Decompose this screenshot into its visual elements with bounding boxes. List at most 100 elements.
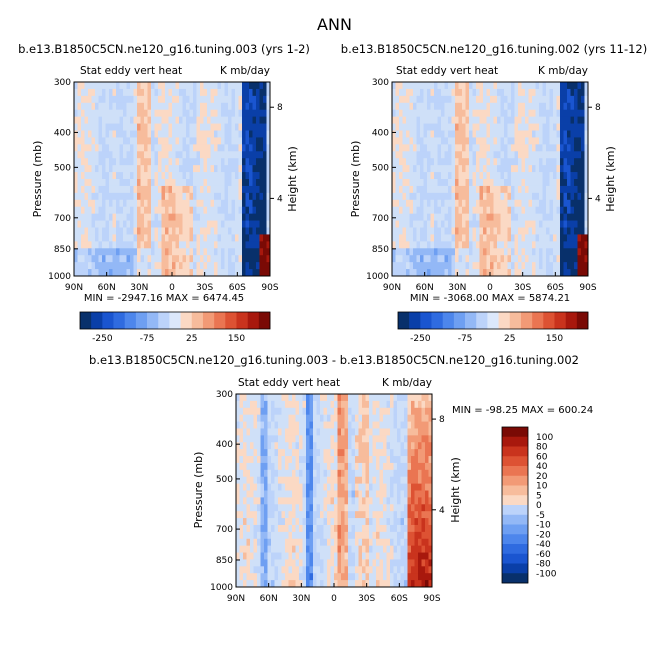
heatmap-cell — [437, 151, 442, 159]
heatmap-cell — [584, 151, 589, 159]
heatmap-cell — [404, 573, 408, 581]
heatmap-cell — [116, 123, 120, 131]
heatmap-cell — [252, 269, 257, 277]
panel-3-ylabel: Pressure (mb) — [192, 452, 205, 529]
heatmap-cell — [292, 552, 296, 560]
heatmap-cell — [109, 151, 113, 159]
heatmap-cell — [383, 559, 387, 567]
heatmap-cell — [217, 123, 222, 131]
heatmap-cell — [236, 449, 240, 457]
heatmap-cell — [309, 435, 314, 443]
heatmap-cell — [231, 172, 236, 180]
heatmap-cell — [112, 255, 117, 263]
heatmap-cell — [144, 241, 148, 249]
heatmap-cell — [154, 151, 159, 159]
heatmap-cell — [497, 151, 501, 159]
heatmap-cell — [549, 109, 554, 118]
heatmap-cell — [504, 95, 508, 104]
heatmap-cell — [278, 538, 282, 547]
heatmap-cell — [402, 95, 407, 104]
heatmap-cell — [416, 220, 421, 228]
heatmap-cell — [98, 130, 103, 138]
heatmap-cell — [504, 130, 508, 138]
heatmap-cell — [168, 151, 173, 159]
heatmap-cell — [406, 82, 410, 90]
heatmap-cell — [581, 137, 585, 145]
heatmap-cell — [320, 421, 324, 429]
heatmap-cell — [455, 158, 459, 166]
heatmap-cell — [400, 394, 405, 402]
heatmap-cell — [542, 151, 547, 159]
heatmap-cell — [246, 566, 251, 574]
heatmap-cell — [383, 469, 387, 478]
heatmap-cell — [556, 102, 561, 111]
heatmap-cell — [560, 199, 564, 208]
heatmap-cell — [400, 573, 405, 581]
heatmap-cell — [465, 241, 470, 249]
heatmap-cell — [577, 241, 582, 249]
heatmap-cell — [236, 462, 240, 471]
heatmap-cell — [379, 400, 384, 409]
heatmap-cell — [535, 137, 540, 145]
heatmap-cell — [483, 116, 487, 124]
heatmap-cell — [386, 442, 391, 450]
heatmap-cell — [214, 227, 218, 235]
heatmap-cell — [154, 185, 159, 194]
heatmap-cell — [144, 137, 148, 145]
heatmap-cell — [210, 185, 215, 194]
heatmap-cell — [95, 255, 99, 263]
heatmap-cell — [383, 504, 387, 512]
heatmap-cell — [243, 566, 247, 574]
heatmap-cell — [203, 172, 208, 180]
heatmap-cell — [250, 511, 254, 519]
heatmap-cell — [400, 476, 405, 484]
heatmap-cell — [239, 449, 244, 457]
heatmap-cell — [154, 102, 159, 111]
heatmap-cell — [327, 504, 331, 512]
heatmap-cell — [462, 137, 466, 145]
heatmap-cell — [147, 179, 152, 187]
heatmap-cell — [140, 137, 145, 145]
colorbar-swatch — [258, 312, 271, 329]
heatmap-cell — [400, 483, 405, 491]
heatmap-cell — [386, 476, 391, 484]
heatmap-cell — [323, 421, 328, 429]
heatmap-cell — [140, 95, 145, 104]
heatmap-cell — [411, 483, 415, 491]
heatmap-cell — [200, 199, 204, 208]
heatmap-cell — [165, 151, 169, 159]
heatmap-cell — [217, 206, 222, 215]
heatmap-cell — [238, 179, 243, 187]
heatmap-cell — [210, 262, 215, 270]
heatmap-cell — [490, 165, 494, 173]
heatmap-cell — [95, 158, 99, 166]
heatmap-cell — [256, 158, 260, 166]
heatmap-cell — [581, 172, 585, 180]
heatmap-cell — [316, 407, 321, 416]
heatmap-cell — [406, 234, 410, 242]
heatmap-cell — [267, 456, 272, 464]
heatmap-cell — [81, 144, 85, 152]
heatmap-cell — [546, 95, 550, 104]
heatmap-cell — [137, 151, 141, 159]
heatmap-cell — [250, 435, 254, 443]
heatmap-cell — [116, 165, 120, 173]
heatmap-cell — [490, 206, 494, 215]
heatmap-cell — [448, 172, 452, 180]
heatmap-cell — [74, 248, 78, 256]
heatmap-cell — [490, 234, 494, 242]
heatmap-cell — [425, 456, 429, 464]
heatmap-cell — [379, 414, 384, 422]
heatmap-cell — [476, 158, 480, 166]
heatmap-cell — [407, 449, 412, 457]
heatmap-cell — [372, 518, 377, 526]
heatmap-cell — [245, 234, 250, 242]
heatmap-cell — [243, 511, 247, 519]
heatmap-cell — [238, 102, 243, 111]
heatmap-cell — [402, 206, 407, 215]
heatmap-cell — [260, 421, 265, 429]
heatmap-cell — [413, 199, 417, 208]
heatmap-cell — [437, 158, 442, 166]
heatmap-cell — [577, 144, 582, 152]
heatmap-cell — [404, 559, 408, 567]
